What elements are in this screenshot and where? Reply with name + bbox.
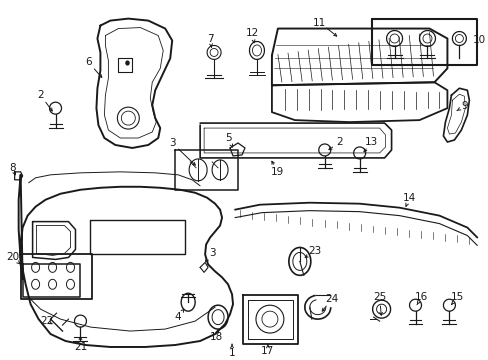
Text: 17: 17 [261, 346, 274, 356]
Text: 15: 15 [450, 292, 463, 302]
Text: 18: 18 [209, 332, 222, 342]
Text: 12: 12 [245, 27, 258, 37]
Text: 10: 10 [472, 36, 485, 45]
Text: 20: 20 [6, 252, 19, 262]
Text: 2: 2 [336, 137, 343, 147]
Text: 3: 3 [168, 138, 175, 148]
Text: 6: 6 [85, 57, 92, 67]
Text: 16: 16 [414, 292, 427, 302]
Text: 4: 4 [175, 312, 181, 322]
Text: 11: 11 [312, 18, 326, 28]
Text: 8: 8 [9, 163, 16, 173]
Text: 2: 2 [37, 90, 44, 100]
Text: 1: 1 [228, 348, 235, 358]
Text: 21: 21 [74, 342, 87, 352]
Text: 24: 24 [325, 294, 338, 304]
Text: 13: 13 [364, 137, 378, 147]
Text: 25: 25 [372, 292, 386, 302]
Text: 19: 19 [271, 167, 284, 177]
Text: 23: 23 [307, 247, 321, 256]
Text: 22: 22 [40, 316, 53, 326]
Text: 7: 7 [206, 33, 213, 44]
Text: 14: 14 [402, 193, 415, 203]
Text: 5: 5 [224, 133, 231, 143]
Text: 9: 9 [460, 101, 467, 111]
Text: 3: 3 [208, 248, 215, 258]
